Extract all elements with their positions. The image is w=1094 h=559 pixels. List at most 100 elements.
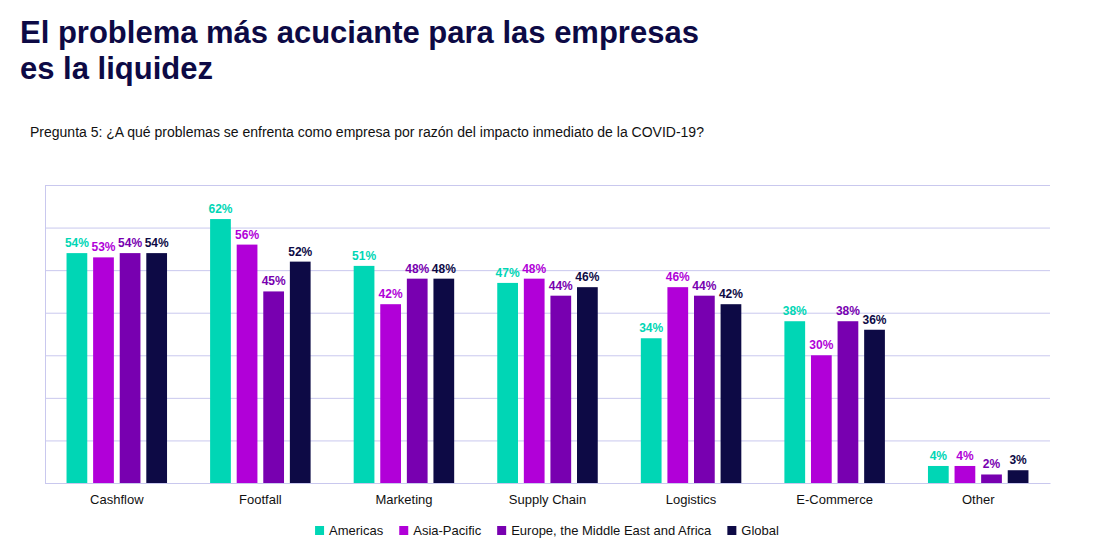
data-label: 56% <box>235 228 259 242</box>
data-label: 54% <box>118 236 142 250</box>
bar <box>955 466 976 483</box>
data-label: 42% <box>379 287 403 301</box>
data-label: 52% <box>288 245 312 259</box>
bar <box>1008 470 1029 483</box>
legend-swatch <box>497 526 506 535</box>
chart: El problema más acuciante para las empre… <box>0 0 1094 559</box>
data-label: 46% <box>575 270 599 284</box>
legend-label: Europe, the Middle East and Africa <box>511 523 712 538</box>
bar <box>146 253 167 483</box>
data-label: 38% <box>836 304 860 318</box>
bar <box>928 466 949 483</box>
grid-line <box>45 483 1050 484</box>
data-label: 2% <box>983 457 1001 471</box>
legend-swatch <box>727 526 736 535</box>
data-label: 45% <box>262 274 286 288</box>
data-label: 62% <box>208 202 232 216</box>
bar <box>667 287 688 483</box>
x-tick-label: Logistics <box>666 492 717 507</box>
data-label: 54% <box>65 236 89 250</box>
data-label: 48% <box>522 262 546 276</box>
data-label: 53% <box>91 240 115 254</box>
bar <box>407 279 428 483</box>
x-axis-line <box>46 483 1051 484</box>
bar <box>524 279 545 483</box>
plot: 54%62%51%47%34%38%4%53%56%42%48%46%30%4%… <box>45 186 1051 508</box>
data-label: 38% <box>783 304 807 318</box>
legend-item: Asia-Pacific <box>399 523 481 538</box>
y-axis <box>45 186 1050 484</box>
bar <box>433 279 454 483</box>
bar <box>550 296 571 483</box>
data-label: 42% <box>719 287 743 301</box>
data-label: 47% <box>496 266 520 280</box>
data-labels: 54%62%51%47%34%38%4%53%56%42%48%46%30%4%… <box>65 202 1027 471</box>
x-axis: Cashflow Footfall Marketing Supply Chain Log… <box>46 484 1051 508</box>
bar <box>784 321 805 483</box>
legend-swatch <box>315 526 324 535</box>
title: El problema más acuciante para las empre… <box>20 15 699 86</box>
legend-label: Asia-Pacific <box>413 523 481 538</box>
bars <box>67 219 1029 483</box>
x-tick: Marketing <box>375 492 432 507</box>
bar <box>694 296 715 483</box>
series <box>67 219 949 483</box>
grid-line <box>45 355 1050 356</box>
legend-item: Europe, the Middle East and Africa <box>497 523 712 538</box>
data-label: 44% <box>692 279 716 293</box>
bar <box>811 355 832 483</box>
bar <box>120 253 141 483</box>
y-tick <box>45 228 1050 229</box>
bar <box>380 304 401 483</box>
grid-line <box>45 228 1050 229</box>
grid-line <box>45 398 1050 399</box>
x-tick-label: Supply Chain <box>509 492 586 507</box>
bar <box>354 266 375 483</box>
subtitle: Pregunta 5: ¿A qué problemas se enfrenta… <box>30 124 704 140</box>
bar <box>577 287 598 483</box>
legend: Americas Asia-Pacific Europe, the Middle E… <box>315 523 779 538</box>
legend-item: Global <box>727 523 779 538</box>
x-tick-label: E-Commerce <box>796 492 873 507</box>
bar <box>497 283 518 483</box>
data-label: 54% <box>145 236 169 250</box>
data-label: 4% <box>956 449 974 463</box>
series <box>146 253 1028 483</box>
data-label: 36% <box>863 313 887 327</box>
x-tick-label: Cashflow <box>90 492 144 507</box>
bar <box>67 253 88 483</box>
data-label: 48% <box>405 262 429 276</box>
x-tick-label: Footfall <box>239 492 282 507</box>
bar <box>210 219 231 483</box>
x-tick: E-Commerce <box>796 492 873 507</box>
y-tick <box>45 313 1050 314</box>
y-tick <box>45 185 1050 186</box>
legend-label: Americas <box>329 523 384 538</box>
y-tick <box>45 440 1050 441</box>
data-label: 3% <box>1009 453 1027 467</box>
bar <box>981 474 1002 483</box>
x-tick: Footfall <box>239 492 282 507</box>
bar <box>93 257 114 483</box>
y-tick <box>45 398 1050 399</box>
bar <box>641 338 662 483</box>
grid-line <box>45 185 1050 186</box>
y-tick <box>45 355 1050 356</box>
data-label: 48% <box>432 262 456 276</box>
y-axis-line <box>46 186 1051 484</box>
data-label: 30% <box>809 338 833 352</box>
bar <box>721 304 742 483</box>
legend-item: Americas <box>315 523 384 538</box>
y-tick <box>45 270 1050 271</box>
data-label: 44% <box>549 279 573 293</box>
legend-label: Global <box>741 523 779 538</box>
data-label: 51% <box>352 249 376 263</box>
grid-line <box>45 313 1050 314</box>
x-tick: Other <box>962 492 995 507</box>
data-label: 34% <box>639 321 663 335</box>
x-tick-label: Marketing <box>375 492 432 507</box>
series <box>120 253 1002 483</box>
bar <box>864 330 885 483</box>
bar <box>263 291 284 483</box>
x-tick: Logistics <box>666 492 717 507</box>
